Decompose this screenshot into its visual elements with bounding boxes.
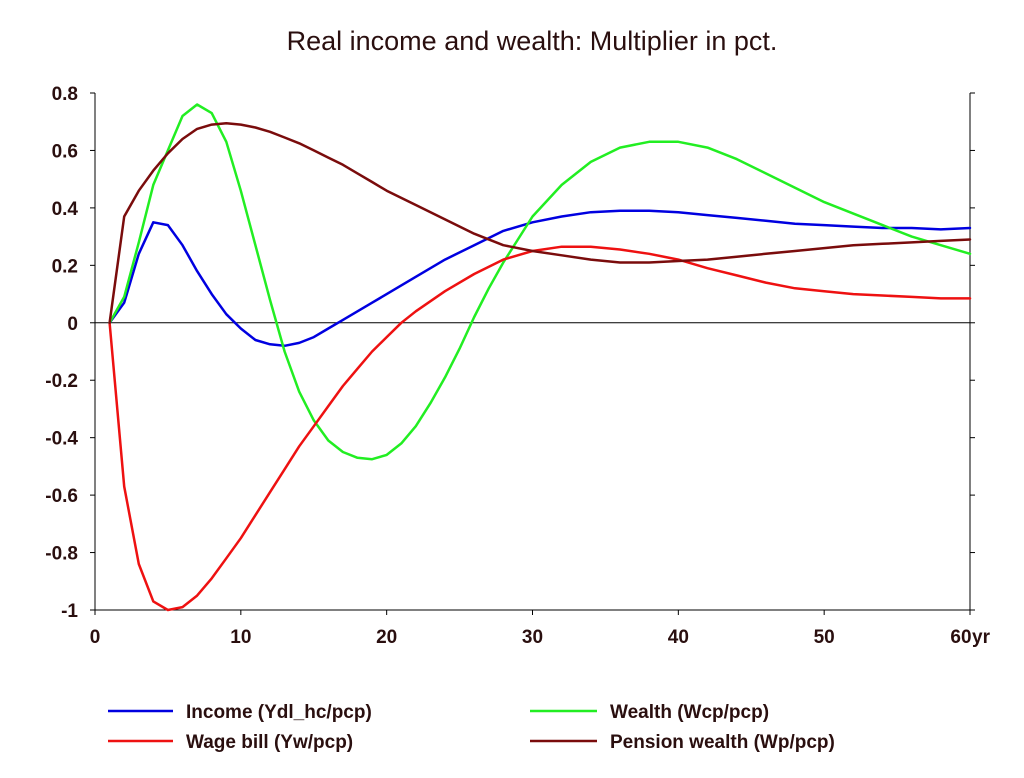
axes <box>90 92 975 615</box>
legend: Income (Ydl_hc/pcp) Wealth (Wcp/pcp) Wage … <box>108 702 835 753</box>
x-tick-label: 40 <box>668 627 689 648</box>
series-lines <box>108 103 972 612</box>
legend-label: Pension wealth (Wp/pcp) <box>610 732 835 753</box>
y-tick-label: -0.2 <box>45 371 78 392</box>
x-tick-label: 50 <box>814 627 835 648</box>
legend-label: Wage bill (Yw/pcp) <box>186 732 353 753</box>
chart-title: Real income and wealth: Multiplier in pc… <box>287 26 778 56</box>
y-tick-label: -0.4 <box>45 429 78 450</box>
series-line-1 <box>108 209 972 348</box>
x-tick-label: 60 <box>950 627 971 648</box>
legend-label: Income (Ydl_hc/pcp) <box>186 702 372 723</box>
x-tick-label: 20 <box>376 627 397 648</box>
x-tick-label: 30 <box>522 627 543 648</box>
y-tick-label: -0.6 <box>45 486 78 507</box>
y-tick-label: 0.6 <box>52 141 78 162</box>
y-tick-label: -1 <box>61 601 78 622</box>
x-unit-label: yr <box>972 627 991 648</box>
x-tick-label: 10 <box>230 627 251 648</box>
series-line-4 <box>108 121 972 325</box>
x-tick-label: 0 <box>90 627 101 648</box>
series-line-2 <box>108 103 972 461</box>
series-line-3 <box>108 245 972 612</box>
tick-labels: 0.8 0.6 0.4 0.2 0 -0.2 -0.4 -0.6 -0.8 -1 0 10 20 30 40… <box>45 84 990 648</box>
y-tick-label: 0.2 <box>52 256 78 277</box>
y-tick-label: -0.8 <box>45 544 78 565</box>
y-tick-label: 0 <box>67 314 78 335</box>
y-tick-label: 0.4 <box>52 199 79 220</box>
legend-label: Wealth (Wcp/pcp) <box>610 702 769 723</box>
y-tick-label: 0.8 <box>52 84 78 105</box>
